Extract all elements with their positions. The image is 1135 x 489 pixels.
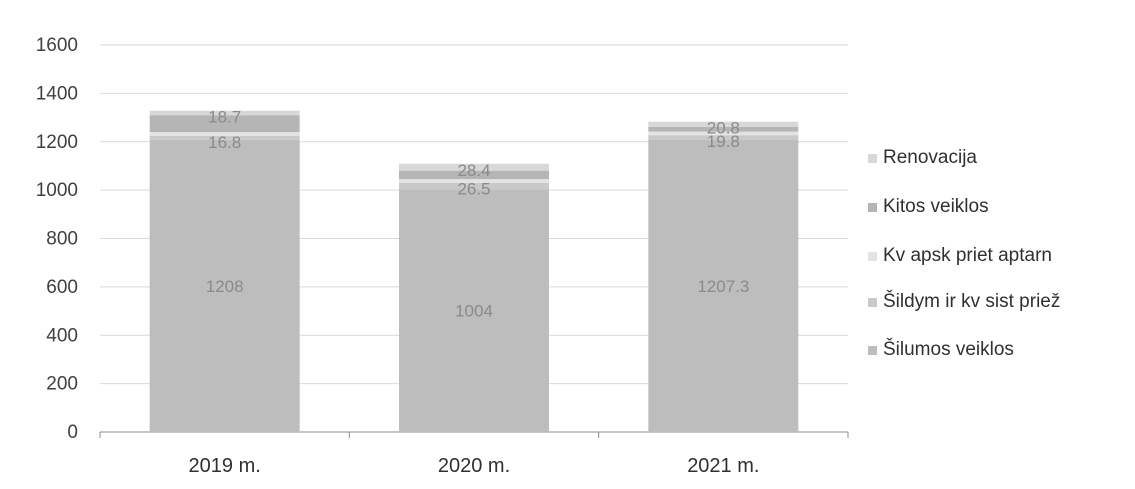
y-tick-label: 600 <box>46 277 78 298</box>
bar-segment <box>399 179 549 183</box>
bar-segment <box>399 170 549 180</box>
y-tick-label: 1400 <box>36 83 78 104</box>
bar-segment <box>648 139 799 432</box>
bar-segment <box>648 135 799 140</box>
legend-label-kv-apsk: Kv apsk priet aptarn <box>883 245 1052 266</box>
legend-swatch-silumos <box>868 345 877 355</box>
legend-label-sildym: Šildym ir kv sist priež <box>883 291 1061 312</box>
data-label: 28.4 <box>457 161 490 180</box>
legend-swatch-kitos-veiklos <box>868 202 877 212</box>
legend-label-renovacija: Renovacija <box>883 147 977 168</box>
data-label: 1208 <box>206 277 244 296</box>
y-tick-label: 0 <box>67 422 78 443</box>
legend-item-kv-apsk: Kv apsk priet aptarn <box>868 241 1052 271</box>
legend-swatch-renovacija <box>868 153 877 163</box>
bar-segment <box>648 121 799 127</box>
legend-swatch-sildym <box>868 297 877 307</box>
y-tick-label: 1600 <box>36 35 78 56</box>
data-label: 1004 <box>455 302 493 321</box>
bars: 1208 16.8 18.7 1004 26.528.4 1207.3 19.820.8 <box>149 108 799 432</box>
legend-item-renovacija: Renovacija <box>868 143 977 173</box>
legend-label-silumos: Šilumos veiklos <box>883 339 1014 360</box>
legend-item-sildym: Šildym ir kv sist priež <box>868 287 1060 317</box>
data-label: 16.8 <box>208 133 241 152</box>
y-tick-label: 1000 <box>36 180 78 201</box>
y-axis: 0 200 400 600 800 1000 1200 1400 1600 <box>36 35 78 443</box>
y-tick-label: 1200 <box>36 132 78 153</box>
data-label: 18.7 <box>208 108 241 127</box>
bar-segment <box>149 115 300 133</box>
bar-segment <box>399 163 549 171</box>
legend-item-silumos: Šilumos veiklos <box>868 335 1014 365</box>
bar-segment <box>399 189 549 432</box>
y-tick-label: 800 <box>46 229 78 250</box>
bar-segment <box>149 135 300 140</box>
x-category-label: 2019 m. <box>189 455 261 477</box>
bar-segment <box>399 182 549 190</box>
x-axis: 2019 m. 2020 m. 2021 m. <box>99 432 849 477</box>
data-label: 20.8 <box>707 119 740 138</box>
legend-swatch-kv-apsk <box>868 251 877 261</box>
legend-item-kitos-veiklos: Kitos veiklos <box>868 192 989 222</box>
data-label: 26.5 <box>457 180 490 199</box>
bar-segment <box>648 131 799 136</box>
x-category-label: 2020 m. <box>438 455 510 477</box>
bar-segment <box>149 132 300 136</box>
bar-segment <box>149 139 300 432</box>
bar-segment <box>648 126 799 132</box>
x-category-label: 2021 m. <box>687 455 759 477</box>
data-label: 19.8 <box>707 132 740 151</box>
y-tick-label: 400 <box>46 325 78 346</box>
legend-label-kitos-veiklos: Kitos veiklos <box>883 196 989 217</box>
data-label: 1207.3 <box>697 277 749 296</box>
bar-segment <box>149 110 300 116</box>
y-tick-label: 200 <box>46 374 78 395</box>
